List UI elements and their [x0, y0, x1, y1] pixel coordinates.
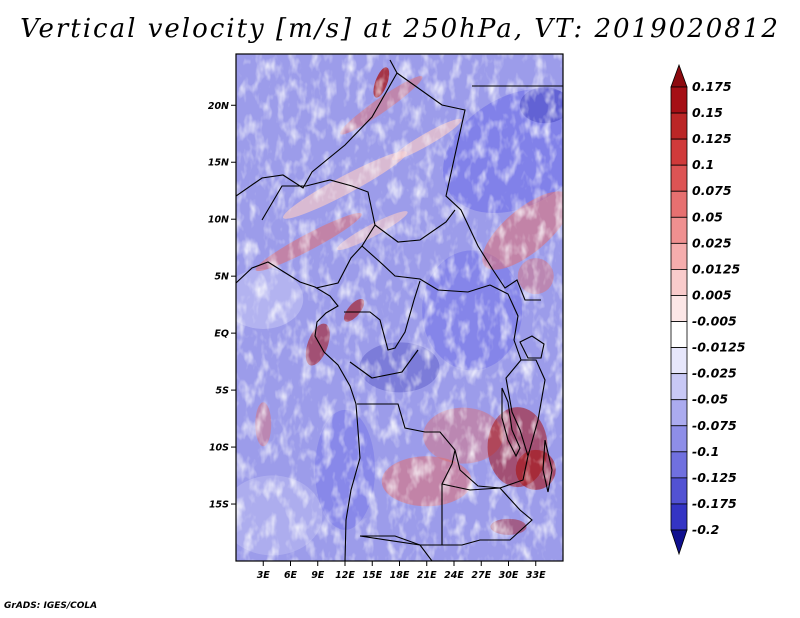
field-texture — [236, 54, 563, 561]
colorbar-label: -0.175 — [692, 496, 737, 511]
lon-tick-label: 27E — [471, 570, 491, 581]
lat-tick-label: 10N — [208, 215, 229, 226]
lat-tick-label: EQ — [214, 329, 229, 340]
colorbar-box — [670, 399, 688, 427]
colorbar-label: 0.15 — [692, 105, 723, 120]
lat-tick-label: 5N — [214, 272, 229, 283]
lon-tick-label: 30E — [499, 570, 519, 581]
border-tanzania — [521, 359, 546, 457]
latitude-axis: 20N 15N 10N 5N EQ 5S 10S 15S — [208, 101, 236, 511]
border-zambia — [441, 483, 533, 546]
lon-tick-label: 18E — [390, 570, 410, 581]
lon-tick-label: 9E — [311, 570, 325, 581]
colorbar-label: 0.075 — [692, 183, 732, 198]
colorbar-box — [670, 86, 688, 114]
colorbar-box — [670, 138, 688, 166]
lake-tanganyika — [501, 387, 521, 458]
country-boundaries — [236, 59, 563, 561]
colorbar-box — [670, 425, 688, 453]
lon-tick-label: 21E — [417, 570, 437, 581]
colorbar-label: -0.0125 — [692, 340, 746, 355]
colorbar-box — [670, 451, 688, 479]
border-north-1 — [236, 59, 398, 197]
colorbar-box — [670, 373, 688, 401]
colorbar-label: 0.005 — [692, 287, 732, 302]
vertical-velocity-field — [236, 54, 563, 561]
colorbar-label: -0.025 — [692, 366, 737, 381]
lake-victoria — [519, 335, 545, 359]
lat-tick-label: 15S — [209, 500, 229, 511]
colorbar-label: 0.05 — [692, 209, 723, 224]
colorbar-box — [670, 216, 688, 244]
colorbar-box — [670, 164, 688, 192]
colorbar-label: 0.025 — [692, 235, 732, 250]
colorbar-box — [670, 321, 688, 348]
grads-credit: GrADS: IGES/COLA — [4, 601, 98, 611]
colorbar-label: -0.075 — [692, 418, 737, 433]
colorbar-bottom-cap — [670, 529, 688, 556]
colorbar-box — [670, 503, 688, 531]
border-namibia — [359, 535, 433, 561]
colorbar-top-cap — [670, 63, 688, 88]
lon-tick-label: 24E — [444, 570, 464, 581]
colorbar: 0.175 0.15 0.125 0.1 0.075 0.05 0.025 0.0125 0.0… — [670, 63, 746, 556]
border-car — [361, 245, 491, 293]
map-title: Vertical velocity [m/s] at 250hPa, VT: 2… — [20, 14, 780, 44]
lat-tick-label: 10S — [209, 443, 229, 454]
colorbar-label: 0.0125 — [692, 261, 741, 276]
lat-tick-label: 20N — [208, 101, 229, 112]
colorbar-label: 0.125 — [692, 131, 732, 146]
colorbar-label: 0.175 — [692, 79, 732, 94]
colorbar-box — [670, 295, 688, 322]
lon-tick-label: 3E — [257, 570, 271, 581]
colorbar-label: -0.2 — [692, 522, 719, 537]
colorbar-box — [670, 269, 688, 296]
lon-tick-label: 33E — [526, 570, 546, 581]
coastline — [236, 261, 361, 561]
border-congo — [344, 280, 421, 351]
lake-malawi — [542, 439, 553, 493]
lon-tick-label: 6E — [284, 570, 298, 581]
colorbar-box — [670, 347, 688, 375]
colorbar-label: -0.1 — [692, 444, 719, 459]
colorbar-label: -0.125 — [692, 470, 737, 485]
colorbar-box — [670, 112, 688, 140]
border-drc-east — [454, 284, 529, 489]
lat-tick-label: 5S — [216, 386, 230, 397]
colorbar-label: -0.05 — [692, 392, 728, 407]
colorbar-box — [670, 190, 688, 218]
lon-tick-label: 15E — [362, 570, 382, 581]
ubangi-river — [349, 349, 419, 379]
border-north-2 — [396, 72, 541, 301]
colorbar-label: -0.005 — [692, 314, 737, 329]
colorbar-box — [670, 477, 688, 505]
lon-tick-label: 12E — [335, 570, 355, 581]
colorbar-label: 0.1 — [692, 157, 714, 172]
colorbar-box — [670, 242, 688, 270]
lat-tick-label: 15N — [208, 158, 229, 169]
border-chad — [374, 209, 456, 243]
longitude-axis: 3E 6E 9E 12E 15E 18E 21E 24E 27E 30E 33E — [257, 561, 546, 581]
border-nigeria — [261, 179, 376, 289]
